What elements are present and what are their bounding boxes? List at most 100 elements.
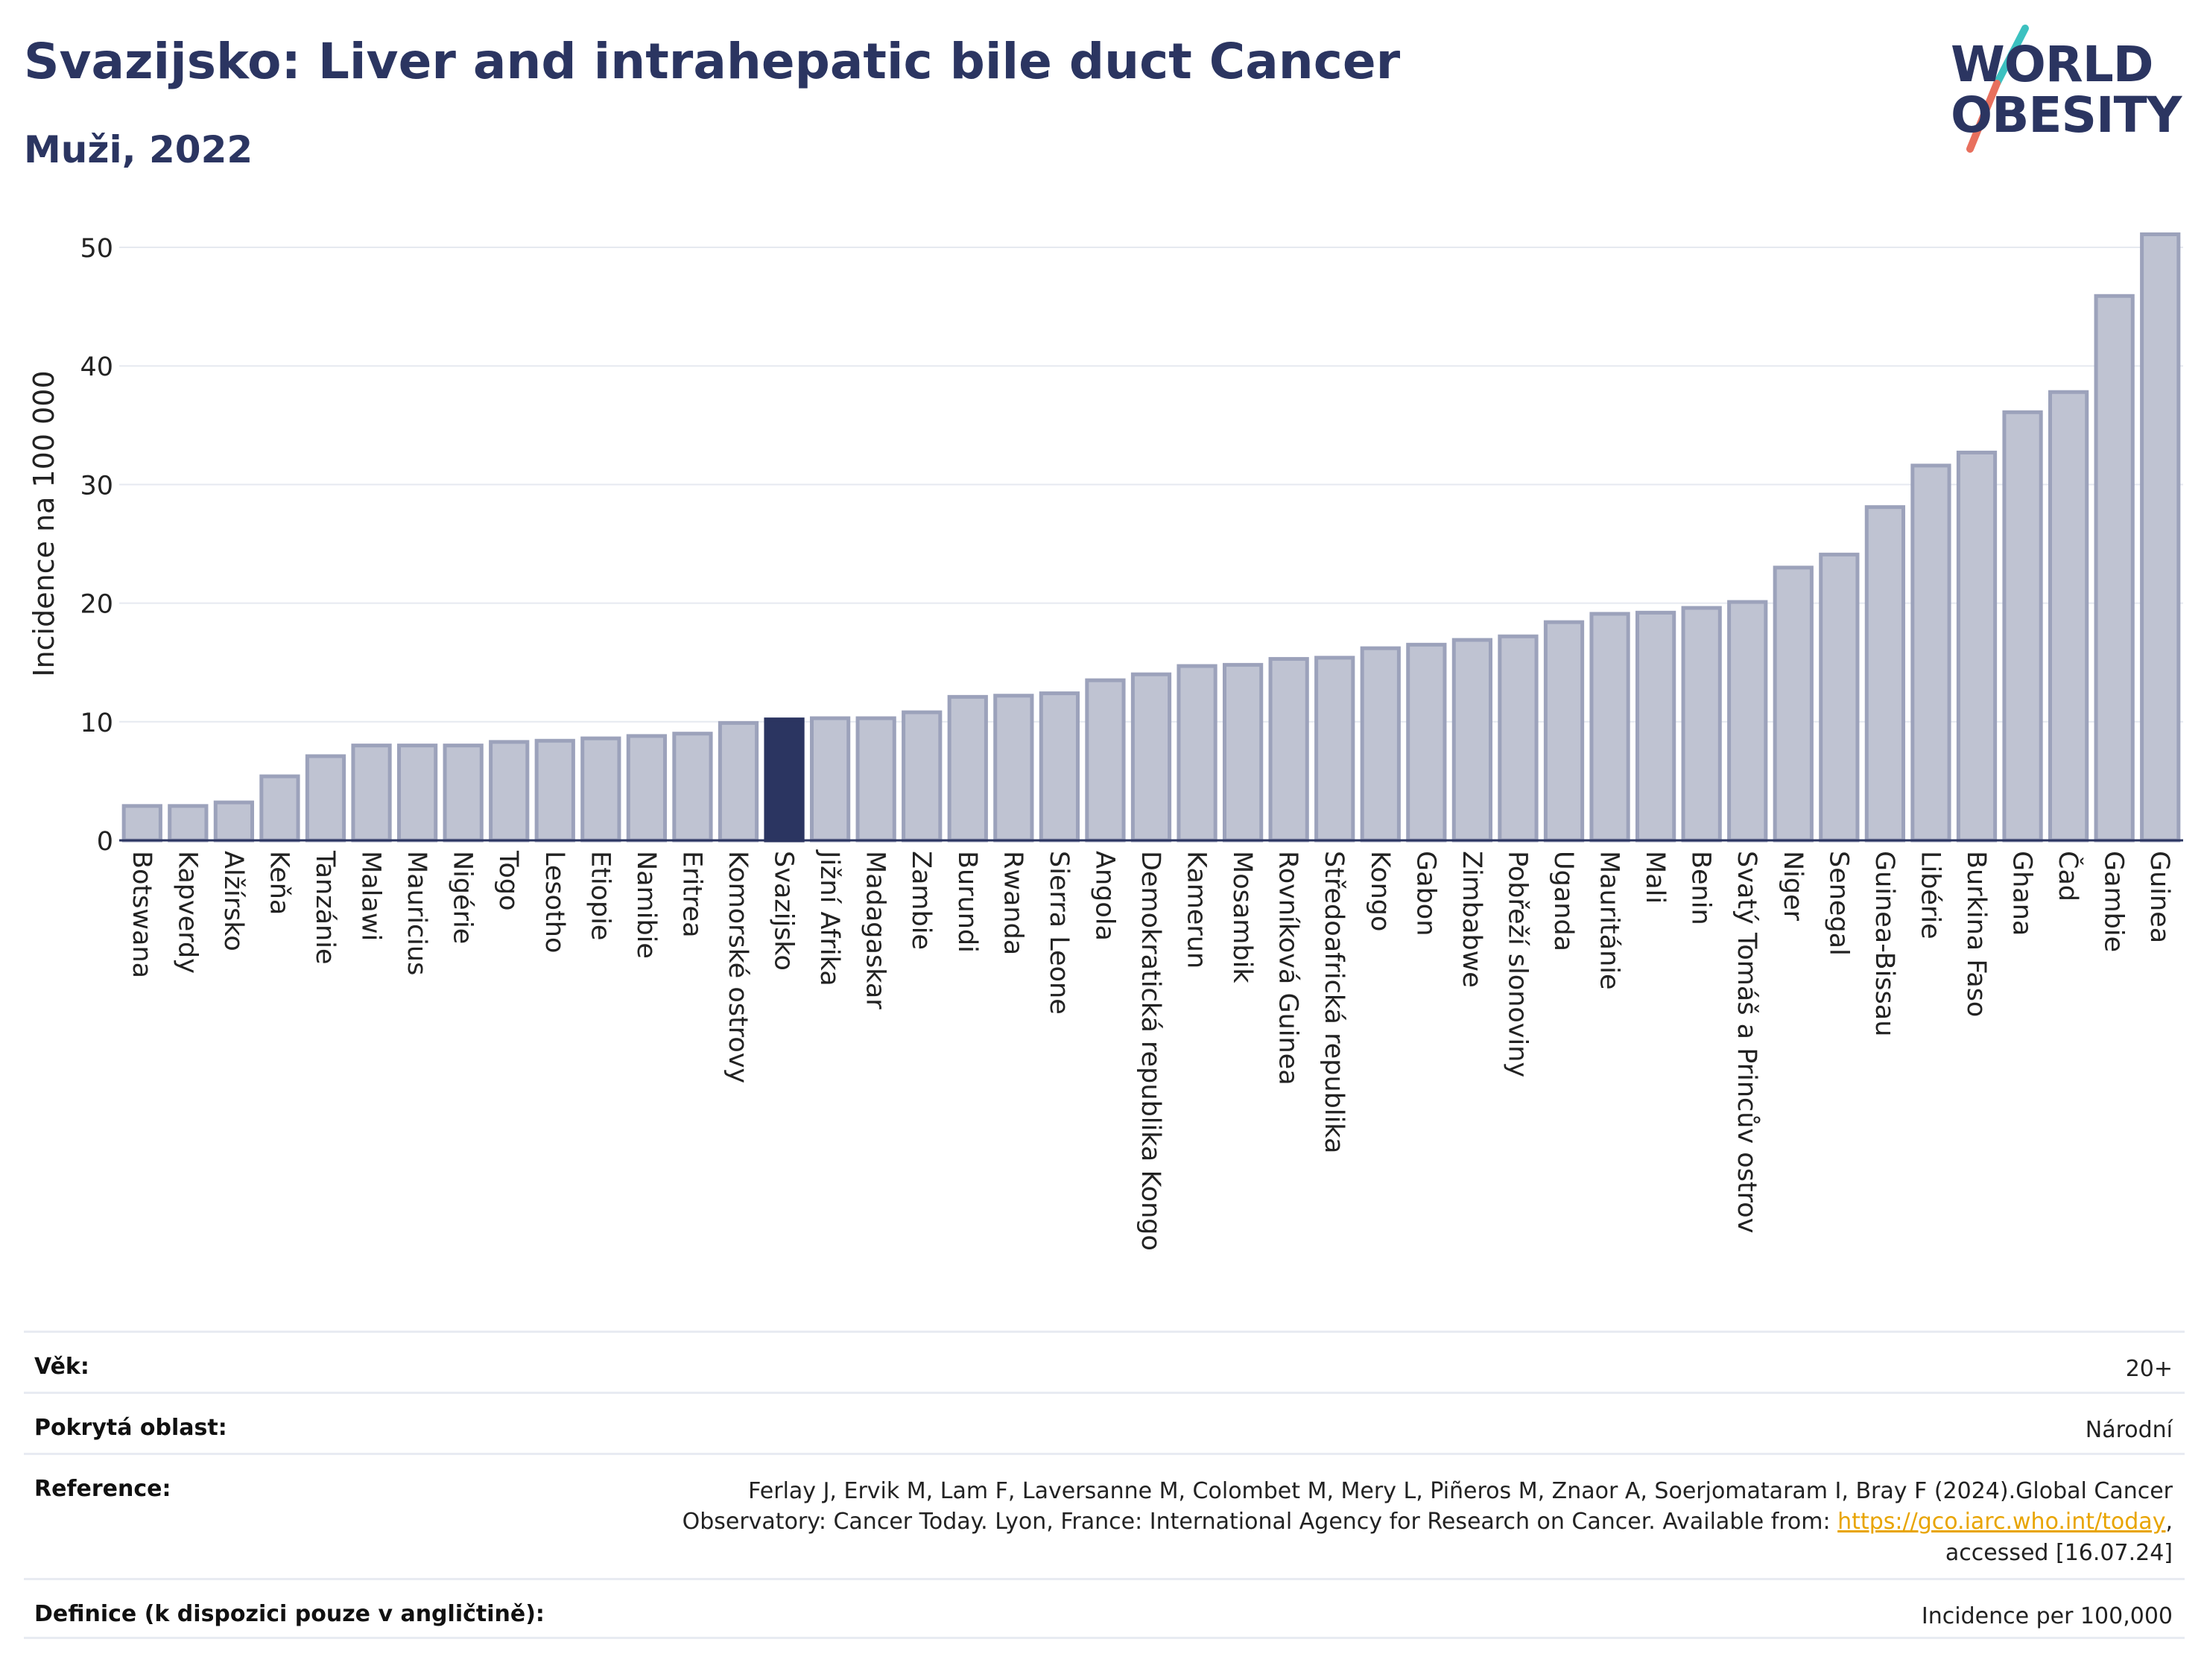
reference-link[interactable]: https://gco.iarc.who.int/today <box>1837 1509 2166 1535</box>
x-tick-label: Benin <box>1686 851 1716 925</box>
logo-text-world: WORLD <box>1951 36 2154 93</box>
x-tick-label: Lesotho <box>539 851 569 953</box>
meta-label: Definice (k dispozici pouze v angličtině… <box>34 1601 545 1627</box>
bar-kamerun[interactable] <box>1177 664 1217 843</box>
x-tick-label: Kongo <box>1365 851 1395 931</box>
bar-etiopie[interactable] <box>580 736 621 843</box>
bar-namibie[interactable] <box>626 734 668 843</box>
x-tick-label: Kapverdy <box>172 851 202 974</box>
bar-zimbabwe[interactable] <box>1451 638 1493 843</box>
bar-keňa[interactable] <box>259 774 300 843</box>
meta-value: Incidence per 100,000 <box>1921 1603 2173 1629</box>
bar-čad[interactable] <box>2048 390 2089 843</box>
y-axis-label: Incidence na 100 000 <box>28 370 60 676</box>
bar-středoafrická-republika[interactable] <box>1314 656 1355 843</box>
x-tick-label: Niger <box>1778 851 1808 922</box>
bar-malawi[interactable] <box>351 744 392 843</box>
x-tick-label: Guinea <box>2144 851 2174 943</box>
bar-ghana[interactable] <box>2002 410 2043 843</box>
bar-rovníková-guinea[interactable] <box>1268 656 1309 843</box>
bar-togo[interactable] <box>489 740 530 843</box>
bar-nigérie[interactable] <box>443 744 484 843</box>
chart-title: Svazijsko: Liver and intrahepatic bile d… <box>24 33 1401 90</box>
x-tick-label: Rovníková Guinea <box>1273 851 1303 1085</box>
bar-sierra-leone[interactable] <box>1039 691 1080 843</box>
x-tick-label: Angola <box>1089 851 1119 941</box>
logo-text-obesity: OBESITY <box>1951 86 2182 144</box>
bar-zambie[interactable] <box>902 710 943 843</box>
meta-value: Ferlay J, Ervik M, Lam F, Laversanne M, … <box>683 1476 2173 1568</box>
y-tick-label: 50 <box>80 234 113 264</box>
bar-kapverdy[interactable] <box>168 804 209 843</box>
bar-tanzánie[interactable] <box>305 754 346 843</box>
meta-row-coverage: Pokrytá oblast: Národní <box>24 1392 2185 1453</box>
bar-pobřeží-slonoviny[interactable] <box>1498 634 1539 843</box>
bars <box>121 232 2181 843</box>
x-tick-label: Tanzánie <box>310 850 340 964</box>
bar-mauricius[interactable] <box>396 744 438 843</box>
bar-mauritánie[interactable] <box>1589 612 1630 843</box>
x-tick-label: Burkina Faso <box>1961 851 1991 1017</box>
bar-lesotho[interactable] <box>534 738 575 843</box>
x-tick-label: Etiopie <box>585 851 615 940</box>
reference-line-3: accessed [16.07.24] <box>1945 1539 2173 1566</box>
bar-burundi[interactable] <box>947 694 988 843</box>
bar-guinea-bissau[interactable] <box>1864 505 1906 843</box>
reference-line-2: Observatory: Cancer Today. Lyon, France:… <box>682 1509 1838 1535</box>
y-tick-label: 30 <box>80 471 113 501</box>
x-tick-label: Togo <box>493 850 523 910</box>
reference-line-2-suffix: , <box>2165 1509 2173 1535</box>
bar-madagaskar[interactable] <box>855 716 896 843</box>
meta-label: Pokrytá oblast: <box>34 1415 227 1441</box>
bar-kongo[interactable] <box>1360 646 1401 843</box>
bar-alžírsko[interactable] <box>213 800 255 843</box>
reference-line-1: Ferlay J, Ervik M, Lam F, Laversanne M, … <box>748 1478 2173 1504</box>
x-axis-ticks: Botswana Kapverdy Alžírsko Keňa Tanzánie Mala… <box>127 849 2174 1251</box>
y-axis-ticks: 0 10 20 30 40 50 <box>80 234 113 857</box>
bar-mali[interactable] <box>1635 610 1676 843</box>
bar-burkina-faso[interactable] <box>1956 450 1998 843</box>
bar-mosambik[interactable] <box>1222 662 1264 843</box>
x-tick-label: Mauricius <box>402 851 431 975</box>
meta-value: Národní <box>2085 1417 2173 1443</box>
bar-libérie[interactable] <box>1910 463 1951 843</box>
x-tick-label: Libérie <box>1915 851 1945 939</box>
x-tick-label: Středoafrická republika <box>1319 851 1349 1153</box>
x-tick-label: Mali <box>1640 851 1670 904</box>
x-tick-label: Madagaskar <box>861 851 890 1009</box>
x-tick-label: Botswana <box>127 851 156 978</box>
bar-angola[interactable] <box>1085 678 1126 843</box>
bar-jižní-afrika[interactable] <box>809 716 851 843</box>
bar-rwanda[interactable] <box>993 694 1034 843</box>
x-tick-label: Malawi <box>356 851 386 941</box>
bar-gambie[interactable] <box>2094 294 2135 843</box>
logo-slash-icon <box>1966 25 2029 153</box>
bar-demokratická-republika-kongo[interactable] <box>1130 672 1172 843</box>
bar-svazijsko[interactable] <box>764 717 805 843</box>
world-obesity-logo[interactable]: WORLD OBESITY <box>1951 22 2188 156</box>
bar-senegal[interactable] <box>1819 552 1860 843</box>
x-tick-label: Kamerun <box>1182 851 1212 969</box>
x-tick-label: Burundi <box>952 851 982 953</box>
bar-uganda[interactable] <box>1543 620 1585 843</box>
x-tick-label: Uganda <box>1548 851 1578 951</box>
x-tick-label: Komorské ostrovy <box>723 851 753 1083</box>
x-tick-label: Sierra Leone <box>1044 851 1074 1015</box>
bar-gabon[interactable] <box>1406 642 1447 843</box>
x-tick-label: Mosambik <box>1227 851 1257 983</box>
bar-niger[interactable] <box>1773 565 1814 843</box>
meta-row-age: Věk: 20+ <box>24 1331 2185 1392</box>
bar-komorské-ostrovy[interactable] <box>718 720 759 843</box>
meta-label: Věk: <box>34 1354 89 1380</box>
y-tick-label: 0 <box>97 827 113 857</box>
x-tick-label: Alžírsko <box>218 851 248 951</box>
x-tick-label: Mauritánie <box>1595 851 1624 990</box>
bar-benin[interactable] <box>1681 606 1722 843</box>
x-tick-label: Guinea-Bissau <box>1869 851 1899 1036</box>
bar-eritrea[interactable] <box>672 732 713 843</box>
y-tick-label: 40 <box>80 352 113 382</box>
x-tick-label: Gabon <box>1410 851 1440 936</box>
bar-guinea[interactable] <box>2140 232 2181 843</box>
bar-svatý-tomáš-a-princův-ostrov[interactable] <box>1727 600 1768 843</box>
bar-botswana[interactable] <box>121 804 162 843</box>
